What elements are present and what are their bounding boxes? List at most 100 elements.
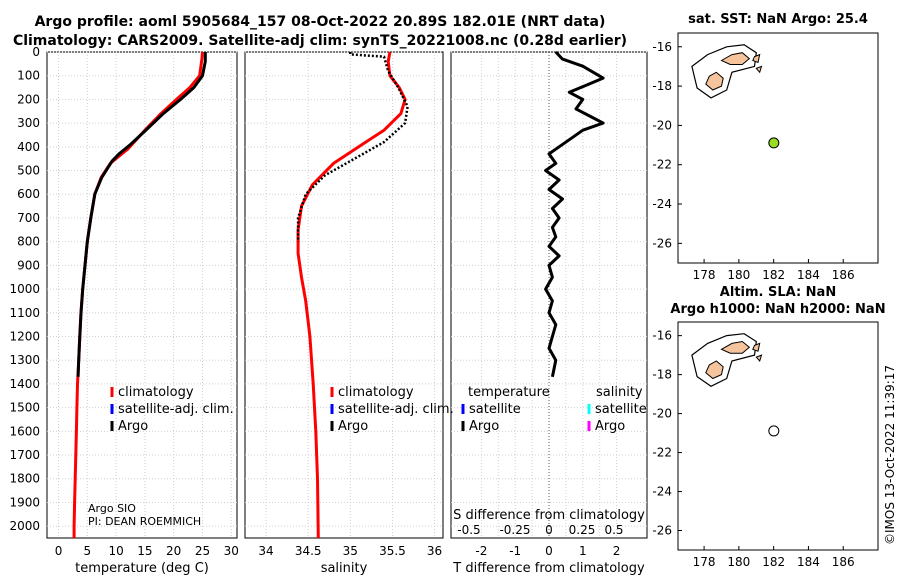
- sla-map-title-line2: Argo h1000: NaN h2000: NaN: [670, 302, 885, 317]
- y-tick-label: 900: [17, 258, 40, 272]
- map-x-tick-label: 178: [693, 268, 716, 282]
- x-tick-label: 30: [224, 544, 239, 558]
- series-line-argo: [76, 52, 207, 377]
- x-tick-label: 35.5: [379, 544, 406, 558]
- land-island: [752, 53, 761, 64]
- reef-outline: [691, 333, 757, 387]
- map-frame-sst_map: [677, 32, 879, 264]
- map-y-tick-label: -16: [652, 40, 672, 54]
- x-tick-label: 2: [613, 544, 621, 558]
- land-island: [752, 342, 761, 352]
- legend-title-salinity: salinity: [596, 385, 643, 400]
- land-island: [720, 52, 751, 65]
- y-tick-label: 1100: [9, 306, 40, 320]
- x-tick-label-secondary: 0.25: [569, 523, 596, 537]
- sst-map-title: sat. SST: NaN Argo: 25.4: [688, 12, 868, 27]
- legend-label: satellite: [595, 402, 647, 417]
- legend-label: Argo: [118, 419, 148, 434]
- y-tick-label: 300: [17, 116, 40, 130]
- annotation-text: PI: DEAN ROEMMICH: [88, 515, 201, 528]
- map-x-tick-label: 186: [832, 268, 855, 282]
- y-tick-label: 1300: [9, 353, 40, 367]
- land-island: [705, 71, 724, 91]
- x-axis-label-secondary: S difference from climatology: [453, 508, 645, 523]
- legend-label: satellite-adj. clim.: [118, 402, 234, 417]
- y-tick-label: 800: [17, 235, 40, 249]
- y-tick-label: 500: [17, 164, 40, 178]
- y-tick-label: 0: [32, 45, 40, 59]
- map-x-tick-label: 184: [797, 268, 820, 282]
- legend-label: Argo: [469, 419, 499, 434]
- y-tick-label: 200: [17, 92, 40, 106]
- map-y-tick-label: -24: [652, 197, 672, 211]
- x-tick-label: 1: [579, 544, 587, 558]
- map-frame-sla_map: [677, 321, 879, 551]
- y-tick-label: 1900: [9, 495, 40, 509]
- land-island: [705, 360, 724, 380]
- x-axis-label: salinity: [321, 561, 368, 576]
- x-tick-label-secondary: -0.5: [457, 523, 480, 537]
- x-tick-label: 20: [166, 544, 181, 558]
- panel-frame-salinity: [244, 51, 444, 539]
- x-tick-label: -1: [509, 544, 521, 558]
- map-y-tick-label: -18: [652, 368, 672, 382]
- x-tick-label: -2: [475, 544, 487, 558]
- y-tick-label: 1600: [9, 424, 40, 438]
- x-tick-label-secondary: -0.25: [499, 523, 530, 537]
- x-tick-label: 34.5: [295, 544, 322, 558]
- map-x-tick-label: 186: [832, 555, 855, 569]
- map-x-tick-label: 182: [762, 555, 785, 569]
- legend-label: climatology: [338, 385, 414, 400]
- x-tick-label: 0: [545, 544, 553, 558]
- annotation-text: Argo SIO: [88, 502, 136, 515]
- sla-map-title-line1: Altim. SLA: NaN: [720, 285, 836, 300]
- map-y-tick-label: -26: [652, 236, 672, 250]
- x-axis-label: temperature (deg C): [75, 561, 209, 576]
- legend-label: satellite-adj. clim.: [338, 402, 454, 417]
- y-tick-label: 100: [17, 69, 40, 83]
- legend-label: Argo: [595, 419, 625, 434]
- figure-title-line1: Argo profile: aoml 5905684_157 08-Oct-20…: [34, 14, 606, 30]
- map-x-tick-label: 180: [727, 268, 750, 282]
- map-y-tick-label: -16: [652, 329, 672, 343]
- map-y-tick-label: -18: [652, 79, 672, 93]
- x-tick-label: 15: [137, 544, 152, 558]
- legend-label: Argo: [338, 419, 368, 434]
- x-tick-label: 0: [55, 544, 63, 558]
- legend-label: climatology: [118, 385, 194, 400]
- map-y-tick-label: -20: [652, 118, 672, 132]
- legend-title-temperature: temperature: [468, 385, 550, 400]
- y-tick-label: 1000: [9, 282, 40, 296]
- x-tick-label: 5: [83, 544, 91, 558]
- x-tick-label-secondary: 0: [545, 523, 553, 537]
- y-tick-label: 1500: [9, 401, 40, 415]
- figure-title-line2: Climatology: CARS2009. Satellite-adj cli…: [12, 33, 628, 49]
- y-tick-label: 2000: [9, 519, 40, 533]
- land-island: [755, 354, 763, 363]
- y-tick-label: 600: [17, 187, 40, 201]
- series-line-argo: [544, 50, 605, 378]
- y-tick-label: 1200: [9, 329, 40, 343]
- map-x-tick-label: 182: [762, 268, 785, 282]
- map-x-tick-label: 178: [693, 555, 716, 569]
- land-island: [755, 65, 763, 74]
- land-island: [720, 340, 751, 354]
- x-tick-label: 25: [195, 544, 210, 558]
- map-y-tick-label: -24: [652, 485, 672, 499]
- float-position-marker: [768, 137, 780, 149]
- map-y-tick-label: -22: [652, 158, 672, 172]
- series-line-argo: [296, 52, 409, 242]
- float-position-marker: [768, 425, 780, 437]
- map-y-tick-label: -22: [652, 446, 672, 460]
- y-tick-label: 1400: [9, 377, 40, 391]
- legend-label: satellite: [469, 402, 521, 417]
- x-tick-label-secondary: 0.5: [604, 523, 623, 537]
- map-y-tick-label: -26: [652, 524, 672, 538]
- y-tick-label: 1700: [9, 448, 40, 462]
- reef-outline: [691, 44, 757, 99]
- y-tick-label: 700: [17, 211, 40, 225]
- x-tick-label: 35: [343, 544, 358, 558]
- y-tick-label: 1800: [9, 472, 40, 486]
- x-tick-label: 10: [108, 544, 123, 558]
